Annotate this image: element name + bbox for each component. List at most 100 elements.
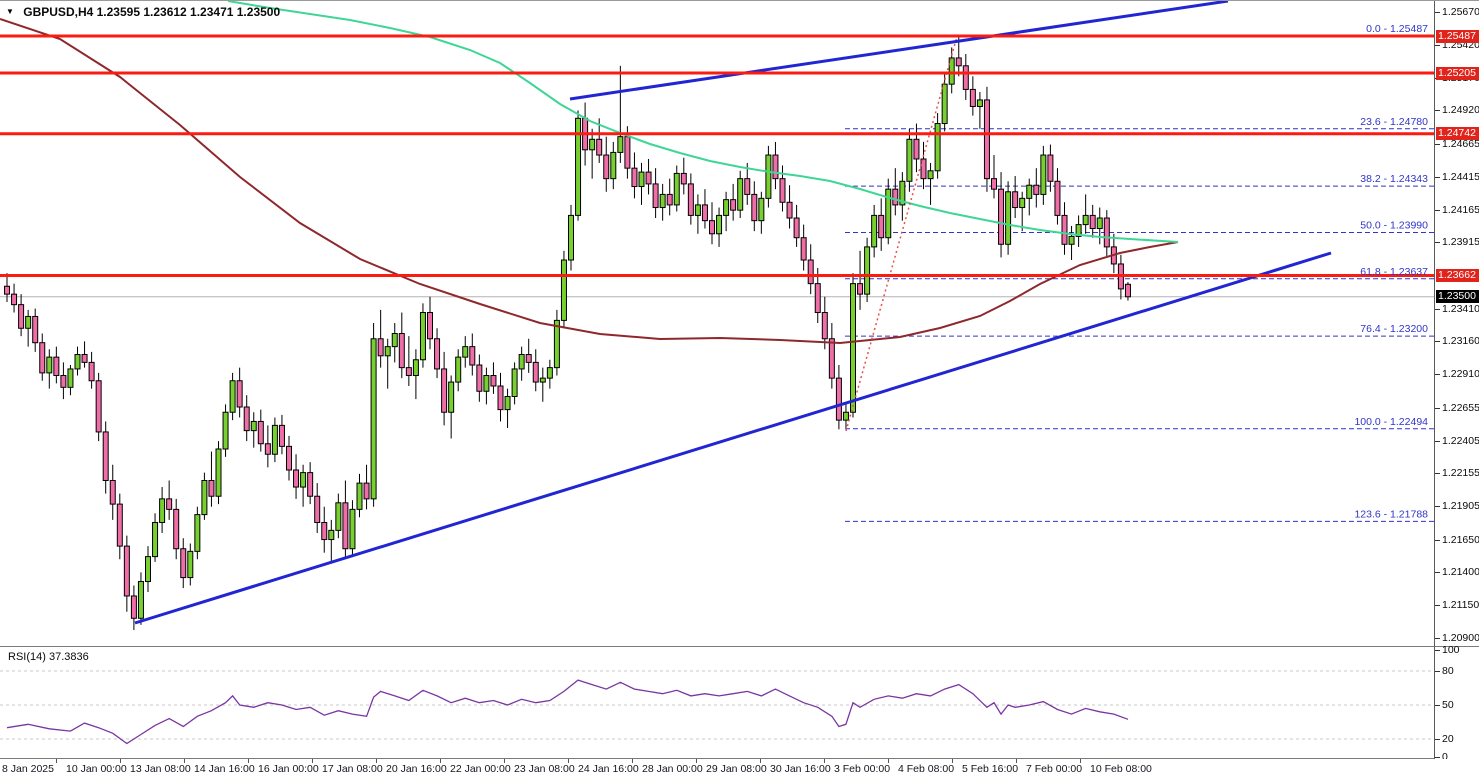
bear-candle xyxy=(81,354,88,363)
time-label: 23 Jan 08:00 xyxy=(514,763,575,775)
fib-level-label: 0.0 - 1.25487 xyxy=(1366,23,1428,35)
bear-candle xyxy=(490,375,497,387)
bull-candle xyxy=(659,193,666,209)
candlestick-chart-canvas[interactable]: 0.0 - 1.25487 23.6 - 1.24780 38.2 - 1.2434… xyxy=(0,1,1434,646)
bull-candle xyxy=(462,346,469,358)
price-tick-label: 1.25670 xyxy=(1442,6,1479,18)
bull-candle xyxy=(1075,224,1082,237)
price-badge-1.23500: 1.23500 xyxy=(1436,290,1479,304)
time-tick-mark xyxy=(696,759,697,763)
bear-candle xyxy=(1089,214,1096,230)
bull-candle xyxy=(1068,235,1075,245)
time-label: 3 Feb 00:00 xyxy=(834,763,891,775)
rsi-scale-axis[interactable]: 100 80 50 20 0 xyxy=(1434,644,1479,763)
price-tick-mark xyxy=(1435,374,1440,376)
bear-candle xyxy=(4,285,10,295)
bear-candle xyxy=(709,220,715,235)
price-tick-mark xyxy=(1435,539,1440,541)
rsi-scale-label: 80 xyxy=(1442,665,1454,677)
bear-candle xyxy=(687,183,694,216)
fib-level-label: 50.0 - 1.23990 xyxy=(1360,219,1428,231)
bear-candle xyxy=(645,171,652,185)
bear-candle xyxy=(497,385,504,411)
bull-candle xyxy=(201,479,208,516)
bull-candle xyxy=(546,367,553,379)
bear-candle xyxy=(208,479,215,497)
bull-candle xyxy=(145,556,151,583)
bear-candle xyxy=(730,199,737,211)
bear-candle xyxy=(878,214,885,239)
bear-candle xyxy=(892,188,899,206)
time-tick-mark xyxy=(824,759,825,763)
price-tick-label: 1.24415 xyxy=(1442,170,1479,183)
price-tick-label: 1.22405 xyxy=(1442,434,1479,447)
price-tick-label: 1.21650 xyxy=(1442,533,1479,546)
bull-candle xyxy=(215,448,222,497)
symbol-dropdown-arrow-icon: ▼ xyxy=(6,7,14,16)
rsi-name-label: RSI(14) xyxy=(8,651,46,663)
bull-candle xyxy=(673,172,680,206)
trendline-ascending-upper[interactable] xyxy=(569,1,1229,101)
time-label: 22 Jan 00:00 xyxy=(450,763,511,775)
fib-base-dotted-line[interactable] xyxy=(845,32,959,432)
time-tick-mark xyxy=(760,759,761,763)
bear-candle xyxy=(596,138,603,156)
rsi-indicator-pane[interactable]: RSI(14) 37.3836 xyxy=(0,646,1434,759)
price-axis[interactable]: 1.256701.254201.251701.249201.246651.244… xyxy=(1434,1,1479,646)
trendline-ascending-support[interactable] xyxy=(134,251,1332,625)
price-tick-mark xyxy=(1435,242,1440,244)
price-tick-mark xyxy=(1435,572,1440,574)
bear-candle xyxy=(998,188,1005,245)
bear-candle xyxy=(95,380,102,433)
price-tick-mark xyxy=(1435,440,1440,442)
bear-candle xyxy=(1047,154,1054,182)
time-label: 14 Jan 16:00 xyxy=(194,763,255,775)
bear-candle xyxy=(652,183,659,209)
bear-candle xyxy=(53,356,60,377)
bull-candle xyxy=(885,188,892,239)
time-label: 24 Jan 16:00 xyxy=(578,763,639,775)
price-badge-1.25487: 1.25487 xyxy=(1436,29,1479,43)
price-tick-mark xyxy=(1435,143,1440,145)
bear-candle xyxy=(793,217,800,239)
bear-candle xyxy=(835,377,842,421)
bear-candle xyxy=(913,138,920,160)
bear-candle xyxy=(116,503,123,547)
bear-candle xyxy=(377,338,384,357)
bear-candle xyxy=(525,354,532,363)
bear-candle xyxy=(314,495,321,523)
bull-candle xyxy=(553,319,560,369)
bull-candle xyxy=(899,180,906,206)
price-tick-label: 1.20900 xyxy=(1442,632,1479,644)
bear-candle xyxy=(102,431,109,481)
bear-candle xyxy=(532,361,539,383)
price-badge-1.23662: 1.23662 xyxy=(1436,269,1479,282)
bear-candle xyxy=(680,172,687,185)
bull-candle xyxy=(610,151,617,180)
bear-candle xyxy=(88,361,95,382)
bull-candle xyxy=(391,333,398,348)
bear-candle xyxy=(983,99,990,180)
time-tick-mark xyxy=(248,759,249,763)
bull-candle xyxy=(948,57,955,85)
time-tick-mark xyxy=(632,759,633,763)
bear-candle xyxy=(969,88,976,107)
time-axis[interactable]: 8 Jan 2025 10 Jan 00:00 13 Jan 08:00 14 Jan… xyxy=(0,759,1479,782)
time-tick-mark xyxy=(504,759,505,763)
bear-candle xyxy=(814,283,821,314)
price-badge-1.25205: 1.25205 xyxy=(1436,66,1479,80)
bull-candle xyxy=(539,377,546,383)
bull-candle xyxy=(412,359,419,377)
bull-candle xyxy=(137,581,144,619)
bear-candle xyxy=(173,508,180,550)
rsi-chart-canvas[interactable] xyxy=(0,647,1434,760)
bear-candle xyxy=(920,158,927,180)
rsi-tick-mark xyxy=(1435,671,1440,672)
fib-level-label: 38.2 - 1.24343 xyxy=(1360,173,1428,185)
bull-candle xyxy=(152,521,159,558)
bear-candle xyxy=(469,346,476,366)
main-chart-pane[interactable]: 0.0 - 1.25487 23.6 - 1.24780 38.2 - 1.2434… xyxy=(0,1,1434,646)
bull-candle xyxy=(575,117,582,216)
bear-candle xyxy=(701,204,708,222)
fib-level-label: 100.0 - 1.22494 xyxy=(1354,416,1428,428)
